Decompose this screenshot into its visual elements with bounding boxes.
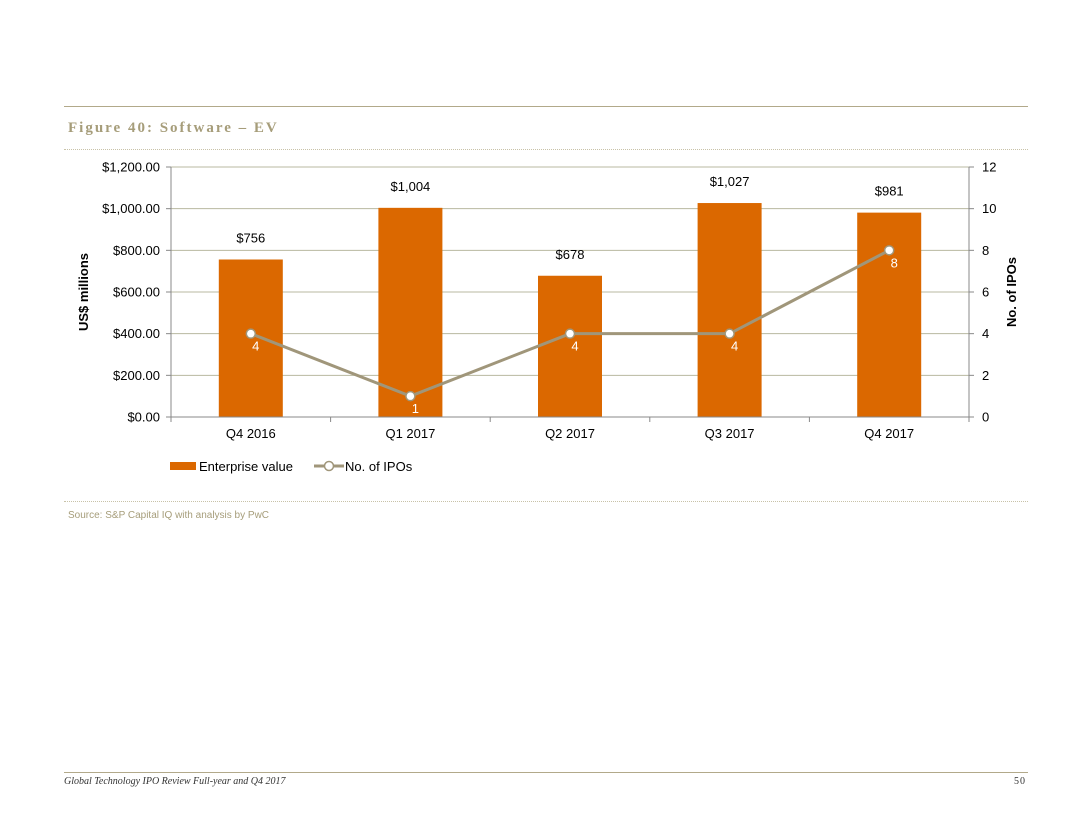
bar <box>378 207 443 417</box>
data-labels: $756 $1,004 $678 $1,027 $981 4 1 4 4 8 <box>236 174 903 416</box>
line-series <box>245 245 895 402</box>
y-tick-label: $200.00 <box>113 368 160 383</box>
y2-tick-label: 6 <box>982 285 989 300</box>
bar-value-label: $1,004 <box>391 179 431 194</box>
title-divider <box>64 149 1028 150</box>
y2-tick-label: 2 <box>982 368 989 383</box>
y-tick-label: $0.00 <box>127 410 160 425</box>
line-value-label: 8 <box>891 255 898 270</box>
y-tick-label: $1,000.00 <box>102 201 160 216</box>
footer-rule <box>64 772 1028 773</box>
y-axis-label: US$ millions <box>76 253 91 331</box>
legend-label-no-of-ipos: No. of IPOs <box>345 459 413 474</box>
legend-line-marker <box>323 460 335 472</box>
y-tick-label: $800.00 <box>113 243 160 258</box>
y2-tick-label: 12 <box>982 160 996 175</box>
y2-tick-label: 8 <box>982 243 989 258</box>
bar-value-label: $678 <box>556 247 585 262</box>
x-tick-label: Q1 2017 <box>385 426 435 441</box>
y2-axis-label: No. of IPOs <box>1004 257 1019 327</box>
x-tick-label: Q4 2016 <box>226 426 276 441</box>
bar <box>697 203 762 417</box>
y-tick-label: $400.00 <box>113 326 160 341</box>
y2-tick-label: 10 <box>982 201 996 216</box>
x-tick-label: Q2 2017 <box>545 426 595 441</box>
ipo-count-marker <box>405 390 416 402</box>
axes: $0.00 0 $200.00 2 $400.00 4 $600.00 6 $800.00 8 $1… <box>102 160 996 442</box>
bar-value-label: $756 <box>236 231 265 246</box>
y2-tick-label: 4 <box>982 326 989 341</box>
source-note: Source: S&P Capital IQ with analysis by … <box>68 510 270 521</box>
line-value-label: 1 <box>412 401 419 416</box>
top-rule <box>64 106 1028 107</box>
legend: Enterprise value No. of IPOs <box>170 459 413 474</box>
x-tick-label: Q4 2017 <box>864 426 914 441</box>
footer-report-title: Global Technology IPO Review Full-year a… <box>64 776 286 787</box>
ipo-count-marker <box>564 328 576 339</box>
x-tick-label: Q3 2017 <box>705 426 755 441</box>
page-number: 50 <box>1014 776 1026 787</box>
ipo-count-marker <box>245 328 257 339</box>
bar <box>857 212 922 417</box>
bar-series <box>218 203 922 417</box>
bar-value-label: $981 <box>875 184 904 199</box>
ipo-count-marker <box>724 328 735 339</box>
bar <box>538 275 602 417</box>
source-divider <box>64 501 1028 502</box>
y2-tick-label: 0 <box>982 410 989 425</box>
figure-title: Figure 40: Software – EV <box>68 120 279 136</box>
bar-value-label: $1,027 <box>710 174 750 189</box>
y-tick-label: $1,200.00 <box>102 160 160 175</box>
chart: $0.00 0 $200.00 2 $400.00 4 $600.00 6 $800.00 8 $1… <box>76 160 1019 475</box>
y-tick-label: $600.00 <box>113 285 160 300</box>
line-value-label: 4 <box>731 339 738 354</box>
legend-label-enterprise-value: Enterprise value <box>199 459 293 474</box>
legend-bar-swatch <box>170 462 196 470</box>
line-value-label: 4 <box>252 339 259 354</box>
line-value-label: 4 <box>571 339 578 354</box>
ipo-count-marker <box>883 245 895 256</box>
